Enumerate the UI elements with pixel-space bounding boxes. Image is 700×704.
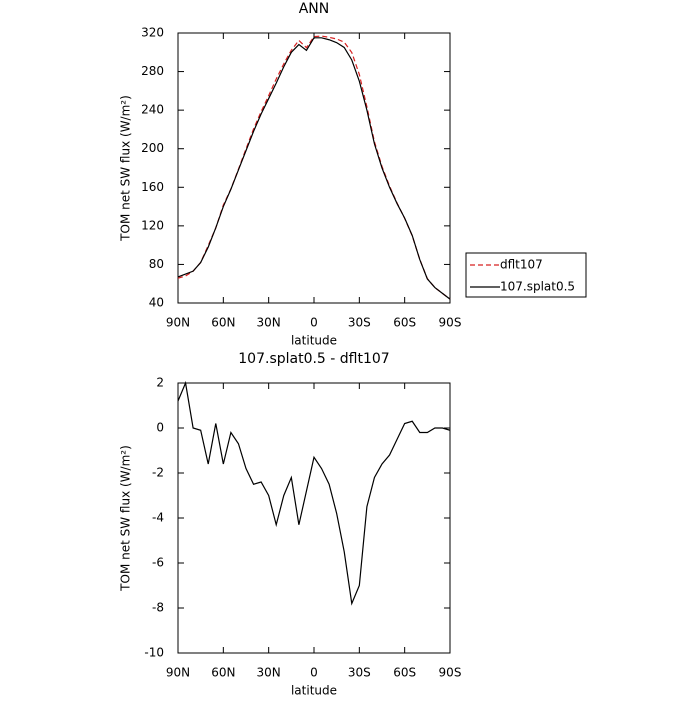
series-line — [177, 380, 451, 606]
y-tick-label: 40 — [149, 296, 164, 310]
x-tick-label: 30N — [257, 316, 281, 330]
plot-frame — [177, 382, 451, 654]
x-tick-label: 90S — [439, 316, 462, 330]
x-tick-label: 60N — [211, 316, 235, 330]
y-tick-label: -6 — [152, 556, 164, 570]
y-tick-label: 2 — [156, 376, 164, 390]
x-axis-label: latitude — [291, 334, 337, 348]
series-line — [177, 37, 451, 300]
x-tick-label: 0 — [310, 316, 318, 330]
x-tick-label: 30S — [348, 666, 371, 680]
y-axis-label: TOM net SW flux (W/m²) — [119, 445, 133, 592]
x-tick-label: 30S — [348, 316, 371, 330]
y-tick-label: 160 — [141, 180, 164, 194]
y-tick-label: -10 — [144, 646, 164, 660]
y-tick-label: -4 — [152, 511, 164, 525]
plot-frame — [177, 32, 451, 304]
x-tick-label: 90S — [439, 666, 462, 680]
y-tick-label: 0 — [156, 421, 164, 435]
series-line — [177, 35, 451, 300]
y-axis-label: TOM net SW flux (W/m²) — [119, 95, 133, 242]
x-tick-label: 0 — [310, 666, 318, 680]
x-tick-label: 60S — [393, 666, 416, 680]
y-tick-label: 240 — [141, 103, 164, 117]
legend-label: 107.splat0.5 — [500, 280, 575, 294]
x-tick-label: 90N — [166, 666, 190, 680]
y-tick-label: 120 — [141, 218, 164, 232]
y-tick-label: -8 — [152, 601, 164, 615]
y-tick-label: 280 — [141, 64, 164, 78]
legend-label: dflt107 — [500, 258, 543, 272]
chart-title: ANN — [299, 1, 330, 17]
y-tick-label: -2 — [152, 466, 164, 480]
y-tick-label: 80 — [149, 257, 164, 271]
chart-title: 107.splat0.5 - dflt107 — [238, 351, 389, 367]
legend-box — [465, 252, 587, 298]
y-tick-label: 320 — [141, 26, 164, 40]
x-tick-label: 60N — [211, 666, 235, 680]
x-tick-label: 90N — [166, 316, 190, 330]
y-tick-label: 200 — [141, 141, 164, 155]
x-axis-label: latitude — [291, 684, 337, 698]
x-tick-label: 60S — [393, 316, 416, 330]
x-tick-label: 30N — [257, 666, 281, 680]
